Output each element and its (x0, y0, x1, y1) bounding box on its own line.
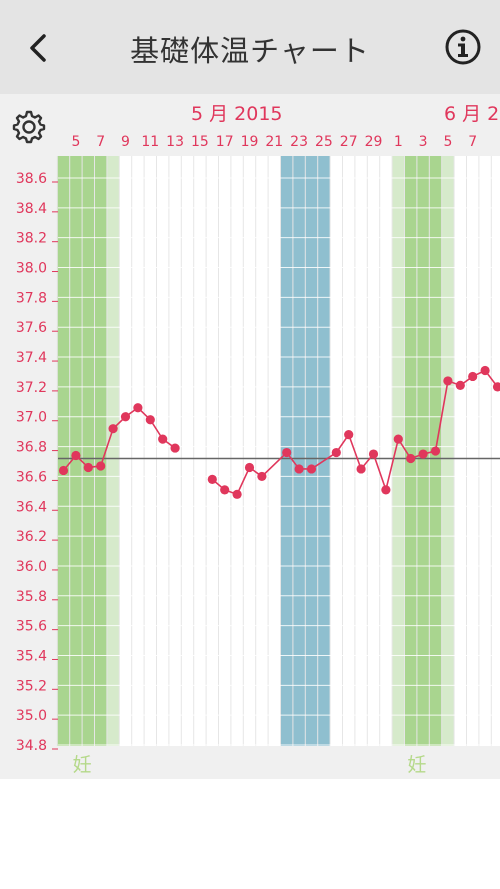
chevron-left-icon[interactable] (18, 26, 58, 70)
temperature-point (368, 449, 379, 459)
info-circle-icon[interactable] (444, 28, 482, 66)
fertile-label: 妊 (407, 754, 426, 776)
y-tick-label: 36.8 (16, 440, 47, 456)
x-tick-label: 1 (394, 134, 403, 150)
temperature-point (257, 471, 267, 482)
temperature-point (418, 449, 428, 459)
x-tick-label: 17 (216, 134, 234, 150)
temperature-point (492, 382, 500, 392)
temperature-point (393, 434, 403, 444)
y-tick-label: 36.6 (16, 469, 47, 485)
x-tick-label: 23 (290, 134, 308, 150)
x-tick-label: 5 (443, 134, 452, 150)
temperature-point (83, 462, 93, 473)
x-tick-label: 3 (419, 134, 428, 150)
temperature-point (381, 485, 391, 495)
x-tick-label: 27 (340, 134, 358, 150)
y-tick-label: 36.4 (16, 499, 47, 515)
temperature-point (331, 447, 341, 458)
page-title: 基礎体温チャート (130, 34, 370, 68)
temperature-line (62, 406, 176, 471)
x-tick-label: 7 (96, 134, 105, 150)
x-tick-label: 5 (71, 134, 80, 150)
bottom-blank-area (0, 779, 500, 889)
y-tick-label: 35.2 (16, 678, 47, 694)
y-tick-label: 38.6 (16, 171, 47, 187)
temperature-point (120, 412, 131, 422)
x-tick-label: 7 (468, 134, 477, 150)
temperature-point (443, 376, 453, 386)
temperature-point (306, 464, 317, 474)
temperature-point (145, 415, 155, 425)
temperature-point (244, 462, 255, 473)
y-tick-label: 38.4 (16, 201, 47, 217)
temperature-point (158, 434, 168, 444)
temperature-point (133, 403, 143, 413)
y-tick-label: 35.6 (16, 619, 47, 635)
y-tick-label: 37.4 (16, 350, 47, 366)
x-tick-label: 29 (365, 134, 383, 150)
x-tick-label: 15 (191, 134, 209, 150)
y-tick-label: 37.0 (16, 410, 47, 426)
x-tick-label: 25 (315, 134, 333, 150)
x-tick-label: 19 (241, 134, 259, 150)
temperature-point (455, 380, 465, 391)
y-tick-label: 38.2 (16, 231, 47, 247)
temperature-point (71, 450, 81, 461)
y-tick-label: 37.6 (16, 320, 47, 336)
temperature-point (480, 365, 490, 376)
gear-icon[interactable] (10, 108, 48, 146)
temperature-line (211, 369, 499, 496)
temperature-point (96, 461, 106, 471)
y-tick-label: 35.8 (16, 589, 47, 605)
temperature-point (108, 424, 118, 434)
temperature-chart[interactable]: 妊 妊 38.6 38.4 38.2 38.0 37.8 37.6 37.4 37.2 37.0 36… (0, 94, 500, 779)
temperature-point (430, 446, 441, 456)
temperature-point (232, 489, 242, 499)
temperature-point (406, 453, 416, 464)
x-tick-label: 21 (265, 134, 283, 150)
temperature-point (344, 430, 354, 440)
fertile-label: 妊 (73, 754, 92, 776)
temperature-point (282, 447, 292, 458)
y-tick-label: 38.0 (16, 261, 47, 277)
y-tick-label: 36.0 (16, 559, 47, 575)
y-tick-label: 35.0 (16, 708, 47, 724)
temperature-point (468, 371, 478, 382)
y-tick-label: 37.2 (16, 380, 47, 396)
nav-bar: 基礎体温チャート (0, 0, 500, 94)
month-label-may: 5 月 2015 (191, 103, 283, 125)
x-tick-label: 11 (141, 134, 159, 150)
y-tick-label: 34.8 (16, 738, 47, 754)
temperature-point (207, 474, 217, 485)
temperature-point (356, 464, 366, 474)
y-tick-label: 37.8 (16, 290, 47, 306)
temperature-point (220, 485, 230, 495)
temperature-point (170, 443, 180, 453)
y-tick-label: 36.2 (16, 529, 47, 545)
y-tick-label: 35.4 (16, 648, 47, 664)
x-tick-label: 13 (166, 134, 184, 150)
temperature-point (58, 465, 69, 476)
x-tick-label: 9 (121, 134, 130, 150)
temperature-point (294, 464, 304, 474)
month-label-june: 6 月 2 (444, 103, 500, 125)
